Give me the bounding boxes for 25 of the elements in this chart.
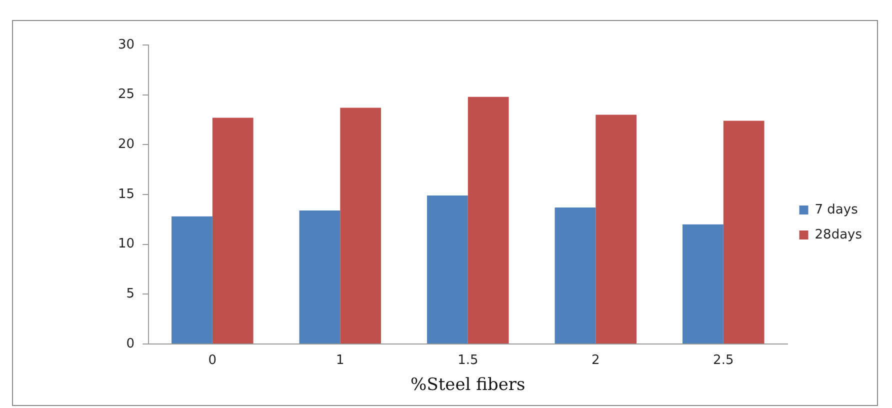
- bar: [596, 114, 637, 344]
- bar: [723, 120, 764, 344]
- x-tick-label: 2: [592, 353, 600, 368]
- y-tick-label: 0: [126, 336, 135, 352]
- y-tick-label: 5: [126, 286, 135, 302]
- x-tick-label: 1.5: [458, 353, 478, 368]
- bar: [554, 207, 596, 344]
- x-tick-label: 2.5: [713, 353, 734, 368]
- y-tick-label: 10: [118, 236, 135, 252]
- legend-label: 28days: [814, 227, 862, 242]
- y-tick-label: 15: [118, 186, 135, 202]
- bar: [172, 216, 212, 344]
- x-axis-title: %Steel fibers: [410, 375, 526, 396]
- bar: [468, 96, 509, 344]
- legend-label: 7 days: [814, 202, 858, 218]
- y-tick-label: 25: [118, 87, 135, 102]
- bar: [212, 118, 254, 344]
- y-tick-label: 20: [118, 137, 135, 152]
- y-tick-label: 30: [118, 37, 135, 52]
- bar: [427, 195, 468, 344]
- bar: [299, 210, 340, 344]
- x-tick-label: 1: [336, 353, 344, 368]
- bar: [682, 224, 724, 344]
- bar: [340, 108, 382, 344]
- x-tick-label: 0: [208, 353, 217, 368]
